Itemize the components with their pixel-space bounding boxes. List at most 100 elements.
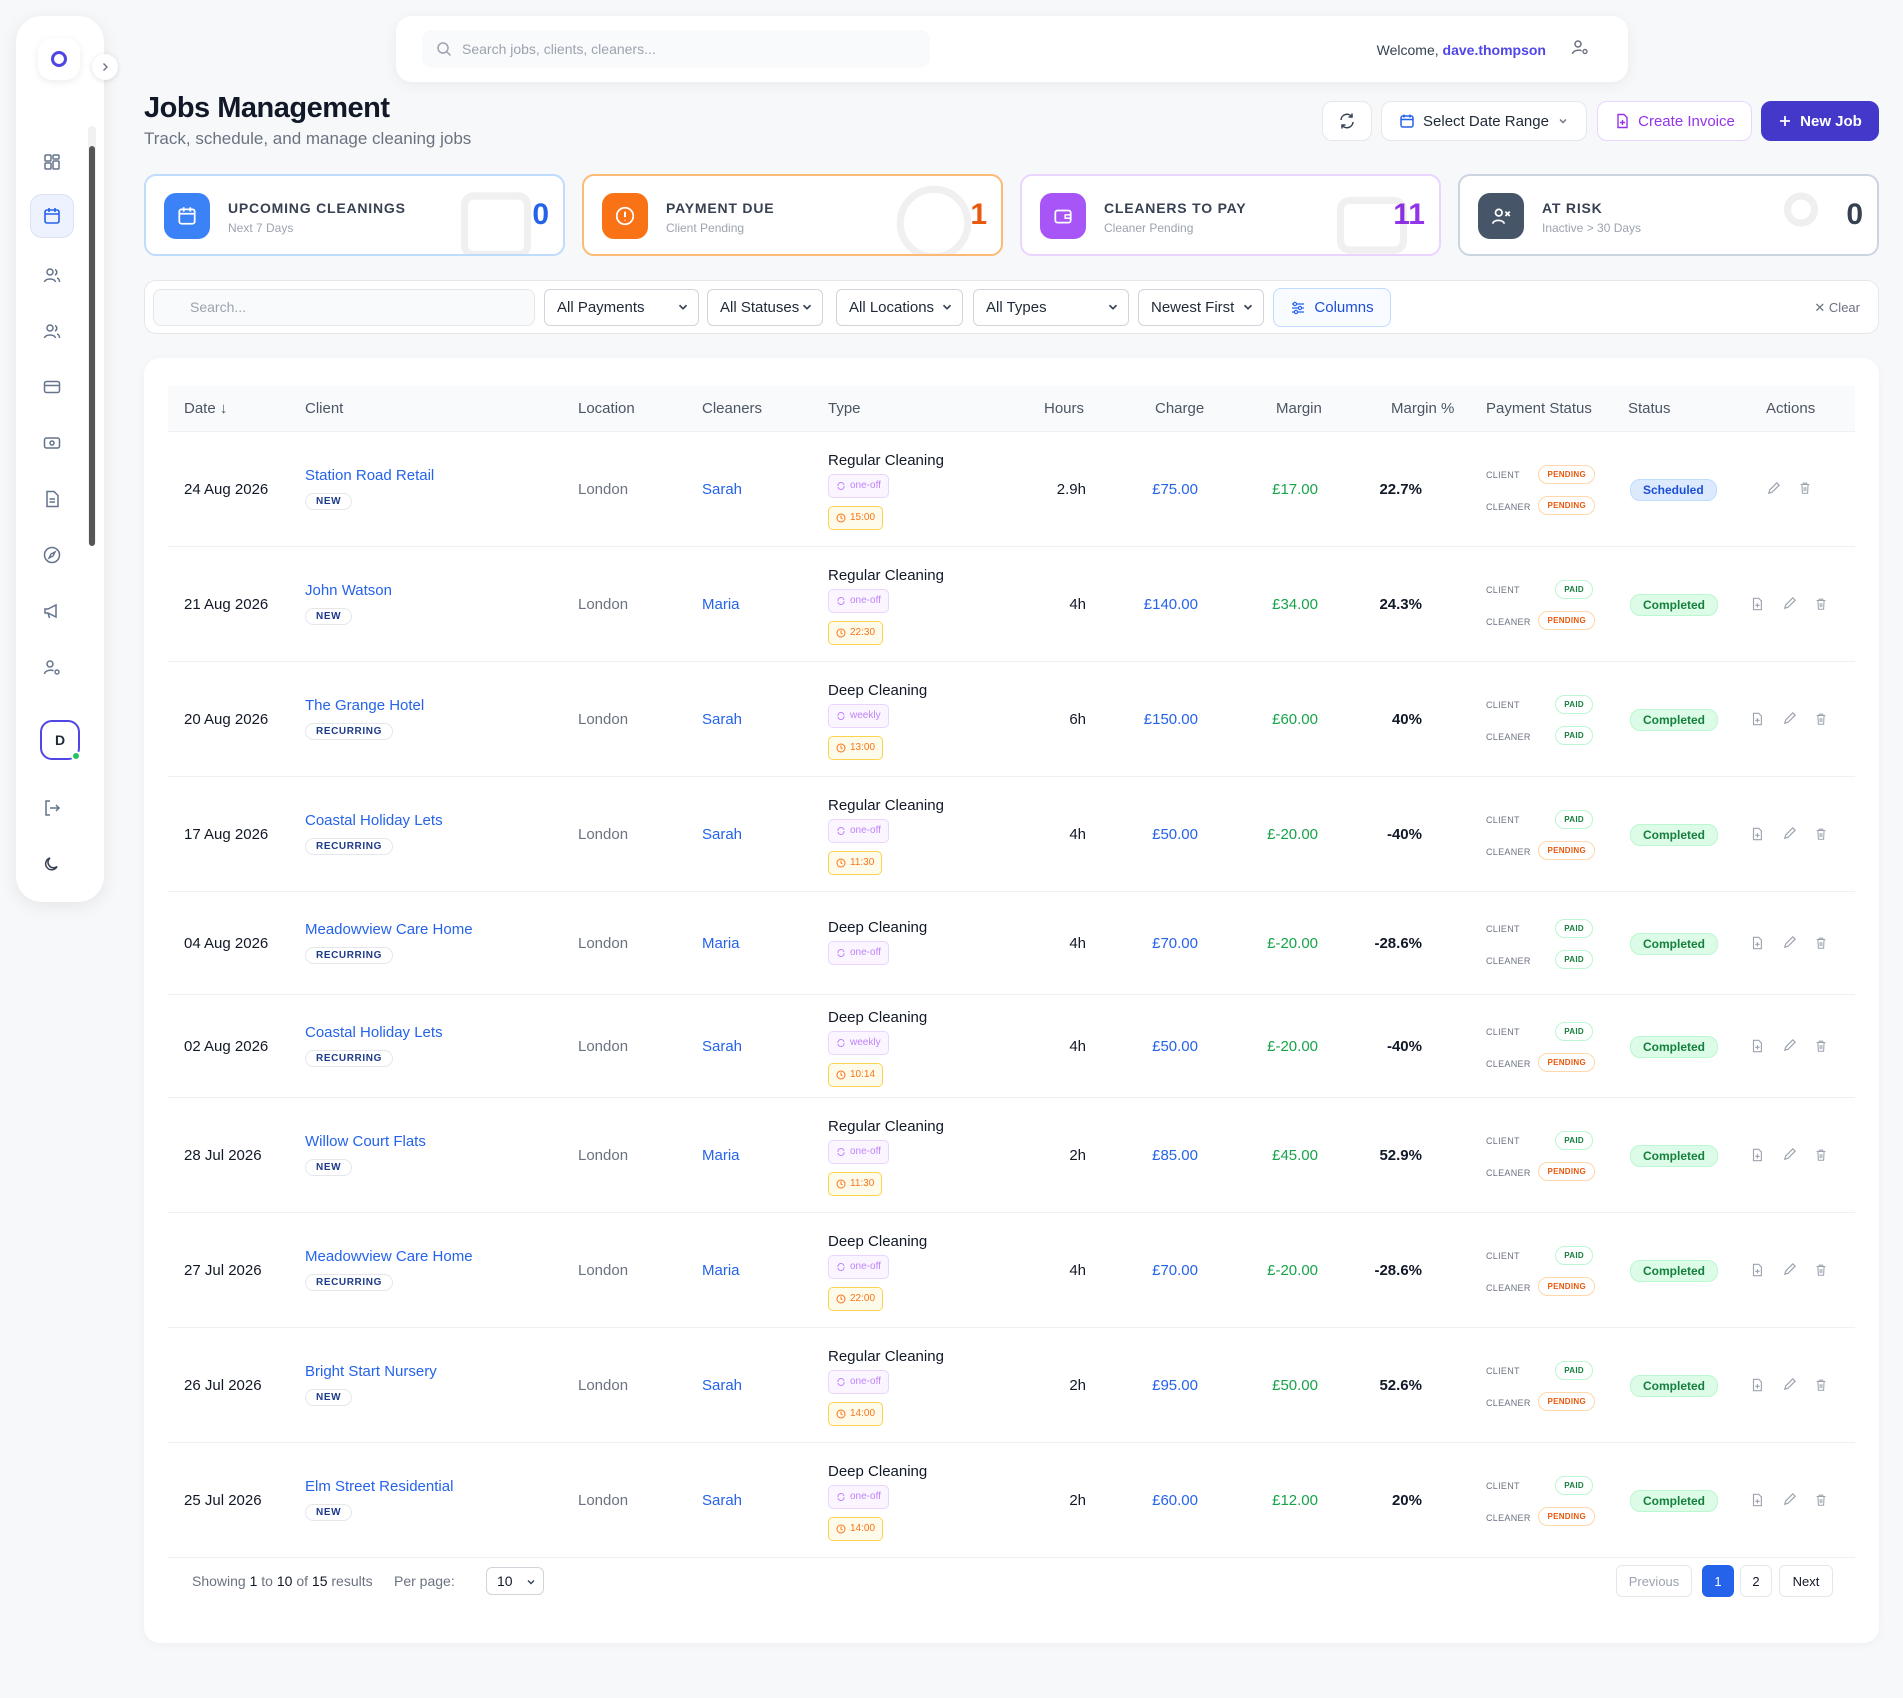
delete-icon[interactable] <box>1814 827 1828 841</box>
table-row[interactable]: 26 Jul 2026 Bright Start Nursery NEW London… <box>168 1328 1855 1443</box>
delete-icon[interactable] <box>1814 1378 1828 1392</box>
table-row[interactable]: 24 Aug 2026 Station Road Retail NEW London S… <box>168 432 1855 547</box>
client-link[interactable]: The Grange Hotel <box>305 696 425 714</box>
client-link[interactable]: John Watson <box>305 581 392 599</box>
nav-cleaners[interactable] <box>30 309 74 353</box>
cleaner-link[interactable]: Sarah <box>702 1037 743 1055</box>
client-link[interactable]: Coastal Holiday Lets <box>305 811 443 829</box>
logout-button[interactable] <box>30 786 74 830</box>
edit-icon[interactable] <box>1766 481 1781 496</box>
edit-icon[interactable] <box>1782 1492 1797 1507</box>
sidebar-collapse-button[interactable] <box>92 54 118 80</box>
global-search-input[interactable]: Search jobs, clients, cleaners... <box>422 30 930 68</box>
edit-icon[interactable] <box>1782 1147 1797 1162</box>
invoice-icon[interactable] <box>1750 597 1764 611</box>
invoice-icon[interactable] <box>1750 1378 1764 1392</box>
table-row[interactable]: 17 Aug 2026 Coastal Holiday Lets RECURRING… <box>168 777 1855 892</box>
cleaner-link[interactable]: Sarah <box>702 825 743 843</box>
nav-invoices[interactable] <box>30 477 74 521</box>
delete-icon[interactable] <box>1814 712 1828 726</box>
nav-explore[interactable] <box>30 533 74 577</box>
edit-icon[interactable] <box>1782 596 1797 611</box>
page-1-button[interactable]: 1 <box>1702 1565 1734 1597</box>
nav-marketing[interactable] <box>30 589 74 633</box>
nav-dashboard[interactable] <box>30 140 74 184</box>
sidebar-scrollbar[interactable] <box>88 126 96 546</box>
edit-icon[interactable] <box>1782 826 1797 841</box>
cleaner-link[interactable]: Maria <box>702 595 740 613</box>
client-link[interactable]: Meadowview Care Home <box>305 920 473 938</box>
edit-icon[interactable] <box>1782 1262 1797 1277</box>
nav-jobs[interactable] <box>30 194 74 238</box>
statuses-filter[interactable]: All Statuses <box>707 289 823 326</box>
next-page-button[interactable]: Next <box>1779 1565 1833 1597</box>
client-link[interactable]: Bright Start Nursery <box>305 1362 437 1380</box>
delete-icon[interactable] <box>1814 1148 1828 1162</box>
delete-icon[interactable] <box>1814 1263 1828 1277</box>
locations-filter[interactable]: All Locations <box>836 289 963 326</box>
payments-filter[interactable]: All Payments <box>544 289 699 326</box>
clock-icon <box>836 513 846 522</box>
card-upcoming-cleanings[interactable]: UPCOMING CLEANINGS Next 7 Days 0 <box>144 174 565 256</box>
cleaner-link[interactable]: Sarah <box>702 1491 743 1509</box>
edit-icon[interactable] <box>1782 1038 1797 1053</box>
table-search-input[interactable]: Search... <box>153 289 535 326</box>
cleaner-link[interactable]: Maria <box>702 1261 740 1279</box>
card-at-risk[interactable]: AT RISK Inactive > 30 Days 0 <box>1458 174 1879 256</box>
user-menu-button[interactable] <box>1570 37 1590 57</box>
invoice-icon[interactable] <box>1750 1493 1764 1507</box>
client-link[interactable]: Coastal Holiday Lets <box>305 1023 443 1041</box>
header-date[interactable]: Date ↓ <box>184 400 228 417</box>
invoice-icon[interactable] <box>1750 1148 1764 1162</box>
columns-button[interactable]: Columns <box>1273 288 1391 327</box>
per-page-select[interactable]: 10 <box>486 1567 544 1595</box>
table-row[interactable]: 25 Jul 2026 Elm Street Residential NEW Lond… <box>168 1443 1855 1558</box>
nav-payments[interactable] <box>30 365 74 409</box>
edit-icon[interactable] <box>1782 935 1797 950</box>
user-avatar[interactable]: D <box>40 720 81 761</box>
page-2-button[interactable]: 2 <box>1740 1565 1772 1597</box>
types-filter[interactable]: All Types <box>973 289 1129 326</box>
clear-filters-button[interactable]: ✕ Clear <box>1814 300 1860 315</box>
cleaner-link[interactable]: Maria <box>702 934 740 952</box>
date-range-button[interactable]: Select Date Range <box>1381 101 1587 141</box>
client-link[interactable]: Meadowview Care Home <box>305 1247 473 1265</box>
invoice-icon[interactable] <box>1750 1039 1764 1053</box>
cleaner-link[interactable]: Sarah <box>702 480 743 498</box>
create-invoice-button[interactable]: Create Invoice <box>1597 101 1752 141</box>
invoice-icon[interactable] <box>1750 712 1764 726</box>
cleaner-link[interactable]: Maria <box>702 1146 740 1164</box>
table-row[interactable]: 27 Jul 2026 Meadowview Care Home RECURRING… <box>168 1213 1855 1328</box>
cleaner-link[interactable]: Sarah <box>702 710 743 728</box>
table-row[interactable]: 28 Jul 2026 Willow Court Flats NEW London Ma… <box>168 1098 1855 1213</box>
app-logo[interactable] <box>38 38 80 80</box>
delete-icon[interactable] <box>1798 481 1812 495</box>
nav-payouts[interactable] <box>30 421 74 465</box>
delete-icon[interactable] <box>1814 936 1828 950</box>
theme-toggle[interactable] <box>30 842 74 886</box>
card-payment-due[interactable]: PAYMENT DUE Client Pending 1 <box>582 174 1003 256</box>
delete-icon[interactable] <box>1814 597 1828 611</box>
card-cleaners-to-pay[interactable]: CLEANERS TO PAY Cleaner Pending 11 <box>1020 174 1441 256</box>
client-link[interactable]: Willow Court Flats <box>305 1132 426 1150</box>
table-row[interactable]: 20 Aug 2026 The Grange Hotel RECURRING Lond… <box>168 662 1855 777</box>
nav-user-settings[interactable] <box>30 645 74 689</box>
client-link[interactable]: Station Road Retail <box>305 466 435 484</box>
edit-icon[interactable] <box>1782 711 1797 726</box>
invoice-icon[interactable] <box>1750 1263 1764 1277</box>
new-job-button[interactable]: New Job <box>1761 101 1879 141</box>
refresh-button[interactable] <box>1322 101 1372 141</box>
invoice-icon[interactable] <box>1750 827 1764 841</box>
table-row[interactable]: 04 Aug 2026 Meadowview Care Home RECURRING… <box>168 892 1855 995</box>
table-row[interactable]: 02 Aug 2026 Coastal Holiday Lets RECURRING… <box>168 995 1855 1098</box>
nav-clients[interactable] <box>30 253 74 297</box>
edit-icon[interactable] <box>1782 1377 1797 1392</box>
table-row[interactable]: 21 Aug 2026 John Watson NEW London Maria Regu… <box>168 547 1855 662</box>
delete-icon[interactable] <box>1814 1039 1828 1053</box>
invoice-icon[interactable] <box>1750 936 1764 950</box>
previous-page-button[interactable]: Previous <box>1616 1565 1692 1597</box>
cleaner-link[interactable]: Sarah <box>702 1376 743 1394</box>
client-link[interactable]: Elm Street Residential <box>305 1477 454 1495</box>
sort-select[interactable]: Newest First <box>1138 289 1264 326</box>
delete-icon[interactable] <box>1814 1493 1828 1507</box>
